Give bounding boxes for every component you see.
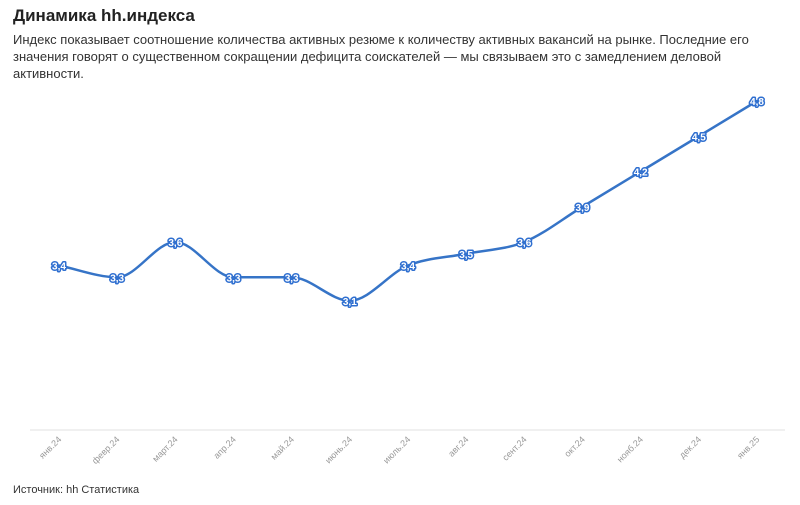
data-label-9: 3,9 [576,203,590,214]
data-label-4: 3,3 [285,273,299,284]
x-tick-label-3: апр.24 [211,434,237,460]
x-tick-label-0: янв.24 [37,434,63,460]
line-chart: янв.24 февр.24 март.24 апр.24 май.24 июнь.24 и… [30,96,785,466]
data-label-2: 3,6 [168,238,182,249]
x-tick-label-6: июль.24 [381,434,412,465]
x-tick-label-2: март.24 [150,434,179,463]
x-tick-label-10: нояб.24 [615,434,645,464]
x-tick-label-7: авг.24 [446,434,470,458]
data-label-11: 4,5 [692,132,706,143]
data-label-6: 3,4 [401,262,415,273]
chart-title: Динамика hh.индекса [13,6,195,25]
data-label-10: 4,2 [634,168,648,179]
x-axis-ticks: янв.24 февр.24 март.24 апр.24 май.24 июнь.24 и… [37,434,761,466]
source-note: Источник: hh Статистика [13,484,140,496]
x-tick-label-9: окт.24 [562,434,587,459]
x-tick-label-1: февр.24 [90,434,122,466]
series-line [57,99,759,302]
data-label-5: 3,1 [343,297,357,308]
data-label-1: 3,3 [110,273,124,284]
data-label-8: 3,6 [517,238,531,249]
x-tick-label-5: июнь.24 [323,434,354,465]
x-tick-label-8: сент.24 [500,434,528,462]
data-label-3: 3,3 [227,273,241,284]
chart-subtitle: Индекс показывает соотношение количества… [13,32,749,81]
data-labels: 3,4 3,3 3,6 3,3 3,3 3,1 3,4 3,5 3,6 3,9 4,2 4,5 4,8 [51,96,766,310]
data-label-0: 3,4 [52,262,66,273]
data-label-7: 3,5 [459,250,473,261]
data-label-12: 4,8 [750,97,764,108]
x-tick-label-12: янв.25 [735,434,761,460]
x-tick-label-11: дек.24 [677,434,703,460]
x-tick-label-4: май.24 [269,434,296,461]
